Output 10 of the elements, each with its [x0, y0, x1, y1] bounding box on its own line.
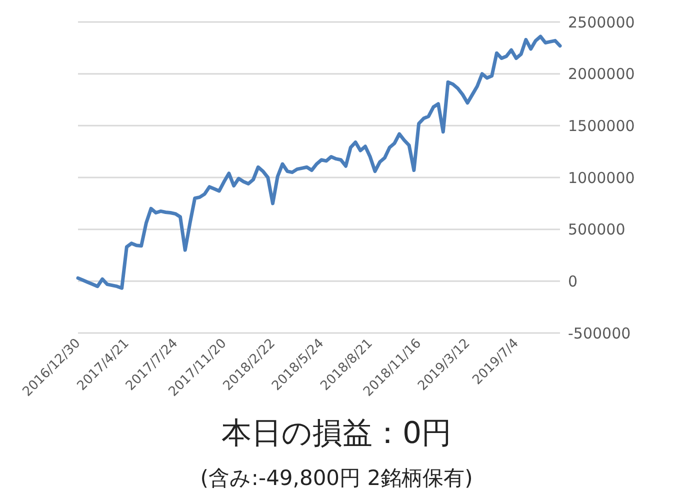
- y-tick-label: 2500000: [568, 13, 635, 32]
- y-tick-label: -500000: [568, 324, 631, 342]
- y-tick-label: 1000000: [568, 168, 635, 187]
- text: 本日の損益：0円: [220, 415, 453, 453]
- y-tick-label: 0: [568, 272, 578, 290]
- y-tick-label: 1500000: [568, 116, 635, 135]
- y-tick-label: 2000000: [568, 65, 635, 84]
- line-series: [76, 34, 562, 290]
- y-tick-label: 500000: [568, 220, 626, 239]
- text: (含み:-49,800円 2銘柄保有): [199, 465, 474, 492]
